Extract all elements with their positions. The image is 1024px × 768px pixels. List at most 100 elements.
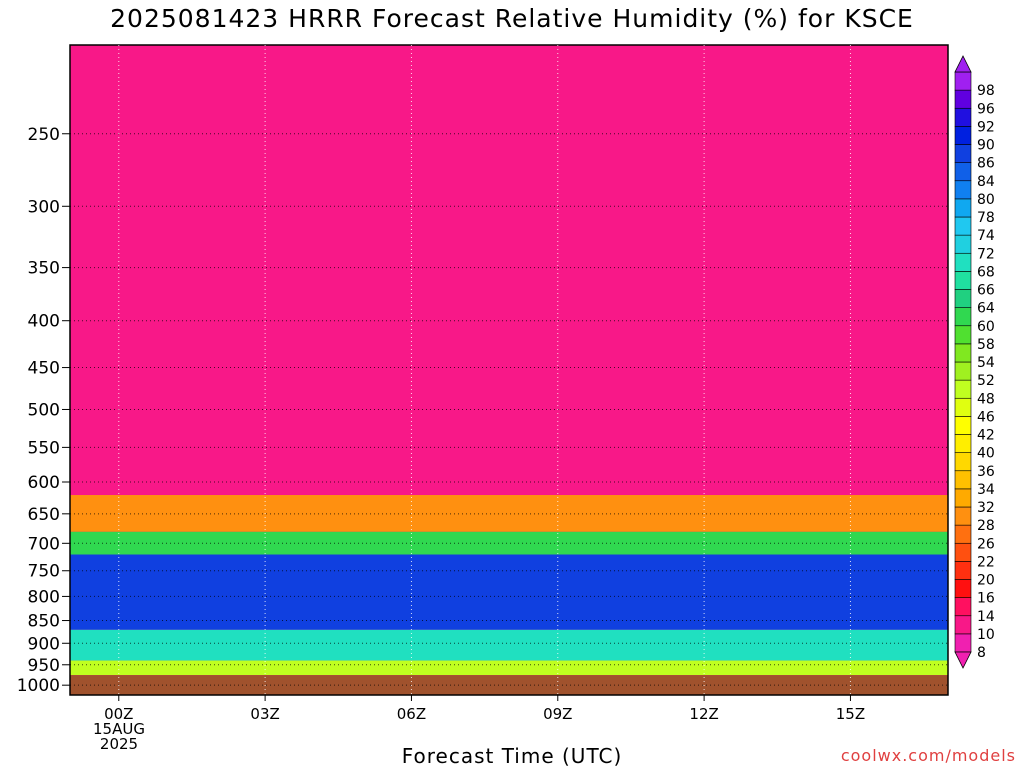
- colorbar-label: 78: [977, 210, 995, 226]
- colorbar-label: 96: [977, 101, 995, 117]
- rh-layer-1: [70, 495, 948, 532]
- rh-layer-0: [70, 45, 948, 496]
- x-tick-label: 06Z: [397, 705, 426, 723]
- colorbar-cell-2: [954, 597, 972, 617]
- colorbar-label: 74: [977, 228, 995, 244]
- rh-layer-3: [70, 554, 948, 630]
- rh-layer-5: [70, 660, 948, 676]
- colorbar-label: 14: [977, 609, 995, 625]
- colorbar-cell-17: [954, 325, 972, 345]
- y-tick-label: 700: [28, 534, 60, 554]
- colorbar-cell-1: [954, 615, 972, 635]
- colorbar-label: 32: [977, 500, 995, 516]
- y-tick-label: 750: [28, 562, 60, 582]
- colorbar-cell-12: [954, 416, 972, 435]
- y-tick-label: 600: [28, 473, 60, 493]
- colorbar-cell-23: [954, 216, 972, 236]
- colorbar-label: 64: [977, 301, 995, 317]
- colorbar-cell-4: [954, 561, 972, 580]
- colorbar-label: 34: [977, 482, 995, 498]
- colorbar-label: 36: [977, 464, 995, 480]
- date-day: 15AUG: [93, 720, 145, 738]
- colorbar-label: 58: [977, 337, 995, 353]
- colorbar-cell-27: [954, 144, 972, 163]
- colorbar-cell-11: [954, 434, 972, 453]
- colorbar-cell-20: [954, 271, 972, 290]
- colorbar-label: 40: [977, 446, 995, 462]
- y-tick-label: 800: [28, 587, 60, 607]
- colorbar-cell-19: [954, 289, 972, 308]
- rh-layer-2: [70, 531, 948, 555]
- colorbar-cell-8: [954, 488, 972, 508]
- colorbar-label: 66: [977, 283, 995, 299]
- colorbar-cell-30: [954, 89, 972, 109]
- colorbar-label: 84: [977, 174, 995, 190]
- colorbar-cell-0: [954, 633, 972, 653]
- below-ground: [70, 675, 948, 695]
- grid-lines: [70, 45, 948, 695]
- colorbar-cell-29: [954, 107, 972, 127]
- y-tick-label: 550: [28, 438, 60, 458]
- colorbar-cell-14: [954, 379, 972, 399]
- colorbar-cell-13: [954, 397, 972, 417]
- colorbar-label: 22: [977, 554, 995, 570]
- colorbar-cell-15: [954, 361, 972, 381]
- x-tick-label: 12Z: [689, 705, 718, 723]
- colorbar-cell-18: [954, 307, 972, 327]
- y-tick-label: 500: [28, 400, 60, 420]
- colorbar-cell-31: [954, 71, 972, 91]
- x-axis-label: Forecast Time (UTC): [401, 744, 623, 768]
- colorbar-label: 26: [977, 536, 995, 552]
- colorbar-cell-3: [954, 579, 972, 598]
- date-label: 15AUG 2025: [84, 722, 154, 752]
- colorbar-cell-16: [954, 343, 972, 363]
- credit-link[interactable]: coolwx.com/models: [840, 746, 1016, 765]
- colorbar-cell-26: [954, 162, 972, 182]
- y-tick-label: 950: [28, 656, 60, 676]
- colorbar-label: 72: [977, 246, 995, 262]
- colorbar-top-arrow: [954, 55, 972, 73]
- y-tick-label: 650: [28, 505, 60, 525]
- colorbar-cell-6: [954, 524, 972, 544]
- y-tick-label: 850: [28, 612, 60, 632]
- colorbar-cell-5: [954, 542, 972, 562]
- chart-title: 2025081423 HRRR Forecast Relative Humidi…: [110, 4, 914, 33]
- x-tick-label: 15Z: [836, 705, 865, 723]
- colorbar-label: 8: [977, 645, 986, 661]
- colorbar-cell-9: [954, 470, 972, 490]
- colorbar-label: 20: [977, 573, 995, 589]
- plot-frame: [69, 44, 949, 696]
- colorbar-label: 16: [977, 591, 995, 607]
- date-year: 2025: [99, 735, 139, 753]
- y-tick-label: 300: [28, 197, 60, 217]
- colorbar-cell-10: [954, 452, 972, 472]
- colorbar-cell-22: [954, 234, 972, 254]
- colorbar-cell-24: [954, 198, 972, 218]
- colorbar-label: 52: [977, 373, 995, 389]
- y-tick-label: 1000: [17, 676, 60, 696]
- rh-layer-4: [70, 629, 948, 661]
- colorbar: 8 10 14 16 20 22 26 28 32 34 36 40 42 46 48 52 54 58 60 64 6…: [954, 55, 995, 669]
- colorbar-label: 46: [977, 409, 995, 425]
- y-tick-label: 400: [28, 312, 60, 332]
- y-tick-label: 250: [28, 125, 60, 145]
- colorbar-label: 80: [977, 192, 995, 208]
- colorbar-label: 10: [977, 627, 995, 643]
- y-tick-label: 350: [28, 259, 60, 279]
- colorbar-cell-21: [954, 252, 972, 272]
- colorbar-label: 48: [977, 391, 995, 407]
- colorbar-label: 42: [977, 428, 995, 444]
- colorbar-cell-7: [954, 506, 972, 526]
- rh-field: [69, 44, 949, 696]
- colorbar-label: 60: [977, 319, 995, 335]
- colorbar-cell-25: [954, 180, 972, 200]
- y-tick-label: 900: [28, 634, 60, 654]
- colorbar-label: 68: [977, 264, 995, 280]
- colorbar-bottom-arrow: [954, 651, 972, 669]
- x-tick-label: 03Z: [250, 705, 279, 723]
- colorbar-label: 54: [977, 355, 995, 371]
- y-axis: 2503003504004505005506006507007508008509…: [17, 125, 70, 696]
- colorbar-label: 98: [977, 83, 995, 99]
- colorbar-label: 86: [977, 156, 995, 172]
